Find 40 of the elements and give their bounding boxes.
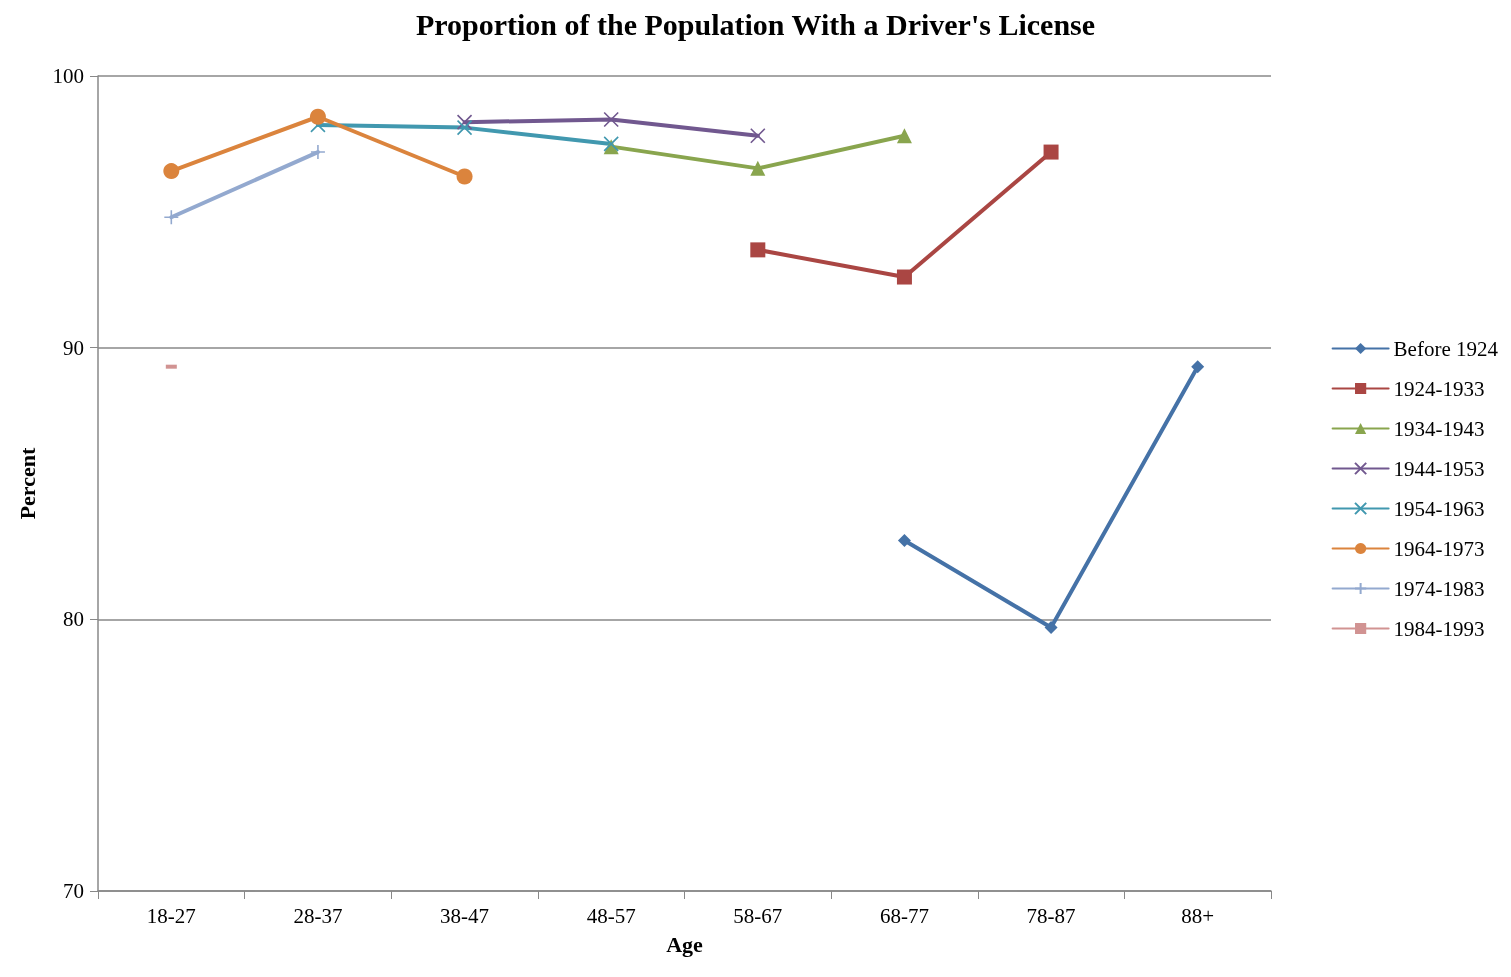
y-tick-label: 80 [63,607,84,632]
chart-title: Proportion of the Population With a Driver's License [415,7,1096,41]
point [1191,360,1205,374]
y-tick-label: 70 [63,879,84,903]
x-tick-label: 18-27 [146,903,196,928]
point [896,269,912,285]
point [456,119,473,136]
point [897,534,911,548]
point [163,209,180,226]
y-tick-label: 90 [63,335,84,360]
x-tick-label: 28-37 [293,903,343,928]
legend-label: 1974-1983 [1393,576,1485,601]
x-tick-label: 48-57 [586,903,636,928]
x-tick-label: 58-67 [733,903,783,928]
point [896,128,912,144]
legend-label: Before 1924 [1393,336,1499,361]
point [456,168,473,185]
legend-label: 1964-1973 [1393,536,1485,561]
x-tick-label: 78-87 [1026,903,1076,928]
point [750,160,766,176]
point [1043,144,1059,160]
x-tick-label: 38-47 [440,903,490,928]
y-axis-title: Percent [14,447,40,520]
y-tick-label: 100 [52,64,84,88]
x-axis-title: Age [666,931,704,957]
point [310,144,326,160]
point [750,127,766,144]
point [309,108,326,125]
legend-label: 1954-1963 [1393,496,1485,521]
point [1044,620,1058,634]
x-tick-label: 68-77 [879,903,929,928]
legend-label: 1934-1943 [1393,416,1485,441]
legend-label: 1944-1953 [1393,456,1485,481]
x-tick-label: 88+ [1181,903,1215,928]
legend-label: 1984-1993 [1393,616,1485,641]
legend-label: 1924-1933 [1393,376,1485,401]
point [603,111,619,128]
point [456,114,473,130]
point [163,163,180,180]
point [750,242,766,258]
